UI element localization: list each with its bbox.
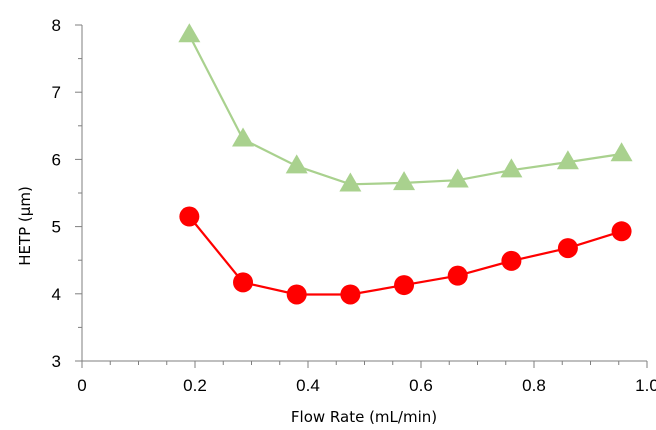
x-tick-label: 0.8	[522, 376, 546, 395]
x-tick-label: 0.4	[296, 376, 320, 395]
series-2-point	[179, 206, 200, 227]
series-2-point	[611, 221, 632, 242]
series-layer	[178, 23, 633, 305]
y-tick-label: 4	[52, 285, 61, 304]
series-1-point	[232, 127, 255, 147]
y-axis-title: HETP (µm)	[16, 186, 34, 266]
series-2-point	[340, 284, 361, 305]
series-1-point	[500, 158, 523, 178]
axes: 3 4 5 6 7 8 0 0.2 0.4 0.6 0.8 1.0	[52, 16, 656, 395]
y-tick-label: 7	[52, 83, 61, 102]
series-2	[179, 206, 632, 305]
x-tick-label: 0	[77, 376, 86, 395]
y-tick-label: 6	[52, 150, 61, 169]
y-tick-label: 3	[52, 352, 61, 371]
series-1-point	[339, 172, 362, 192]
series-1	[178, 23, 633, 192]
series-2-point	[557, 238, 578, 259]
series-1-point	[446, 168, 469, 188]
series-1-point	[610, 142, 633, 162]
series-2-point	[501, 250, 522, 271]
series-1-point	[285, 154, 308, 174]
series-1-point	[393, 171, 416, 191]
x-axis-title: Flow Rate (mL/min)	[291, 408, 437, 426]
x-tick-label: 0.6	[409, 376, 433, 395]
series-2-point	[233, 272, 254, 293]
series-1-line	[188, 34, 622, 186]
series-2-point	[286, 284, 307, 305]
series-2-point	[394, 275, 415, 296]
series-1-point	[178, 23, 201, 43]
series-2-point	[447, 265, 468, 286]
x-tick-label: 1.0	[635, 376, 656, 395]
series-1-point	[556, 150, 579, 170]
y-tick-label: 8	[52, 16, 61, 35]
x-tick-label: 0.2	[183, 376, 207, 395]
y-tick-label: 5	[52, 218, 61, 237]
